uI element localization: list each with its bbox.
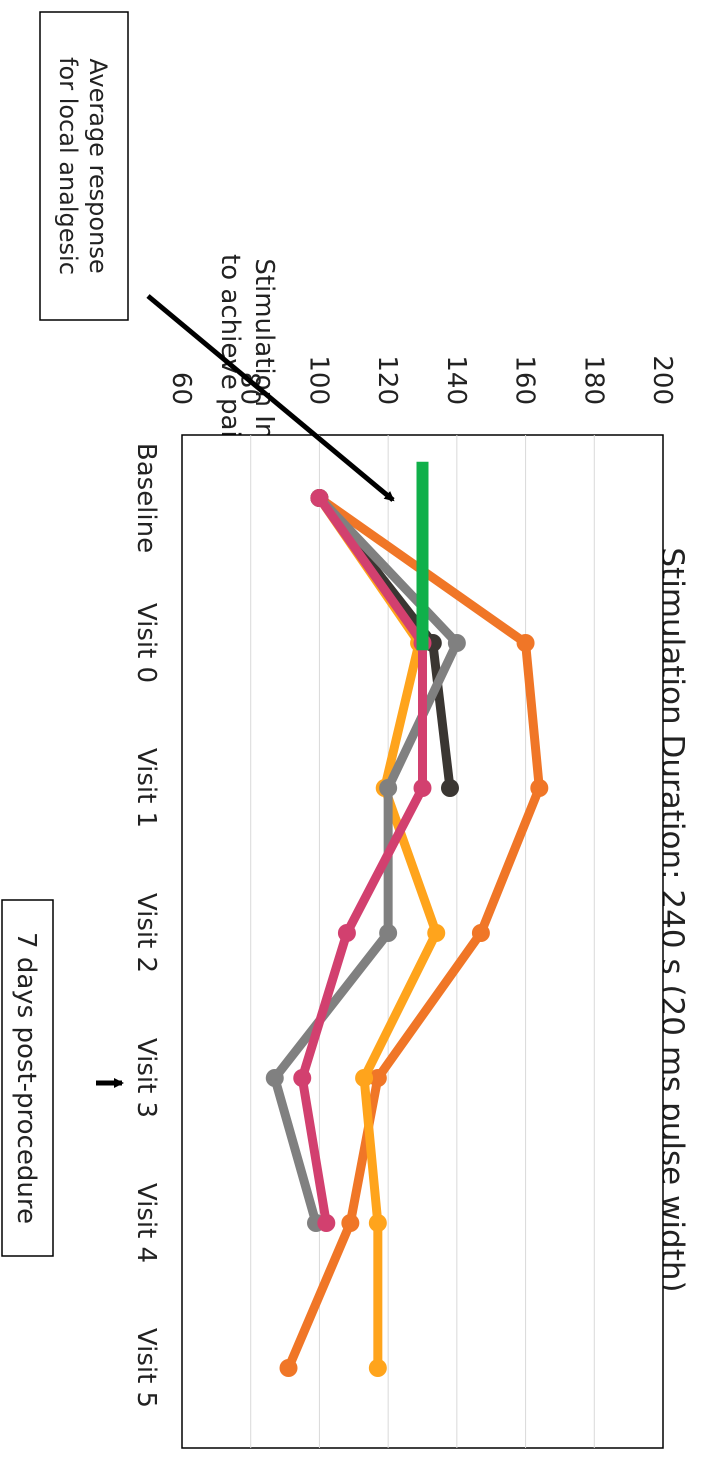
gridlines [250, 435, 595, 1448]
series-2-point [368, 1214, 387, 1232]
x-tick-label: Visit 0 [131, 603, 161, 683]
x-tick-label: Visit 1 [131, 748, 161, 828]
y-tick-label: 180 [578, 355, 608, 405]
series-5-point [413, 779, 432, 797]
y-tick-label: 100 [303, 355, 333, 405]
series-2-point [368, 1359, 387, 1377]
x-tick-label: Baseline [131, 443, 161, 553]
analgesic-annotation-arrow [146, 294, 395, 502]
plot-area [181, 434, 664, 1449]
y-tick-label: 160 [510, 355, 540, 405]
series-5-point [317, 1214, 336, 1232]
y-tick-label: 120 [372, 355, 402, 405]
series-5-point [337, 924, 356, 942]
series-1-point [530, 779, 549, 797]
series-line-5 [297, 493, 427, 1228]
analgesic-annotation-line-1: Average response [84, 58, 112, 273]
series-2-point [355, 1069, 374, 1087]
series-3-point [440, 779, 459, 797]
series-4-point [447, 634, 466, 652]
analgesic-annotation-line-2: for local analgesic [54, 57, 82, 275]
series-4-point [265, 1069, 284, 1087]
y-tick-label: 60 [166, 372, 196, 405]
x-tick-label: Visit 4 [131, 1183, 161, 1263]
post-procedure-annotation-box [1, 899, 54, 1257]
y-tick-label: 140 [441, 355, 471, 405]
y-tick-label: 200 [647, 355, 677, 405]
analgesic-annotation-box [39, 11, 129, 321]
series-1-point [516, 634, 535, 652]
series-5-point [293, 1069, 312, 1087]
x-tick-label: Visit 2 [131, 893, 161, 973]
series-5-point [310, 489, 329, 507]
series-layer [265, 489, 549, 1377]
series-1-point [471, 924, 490, 942]
series-2-point [427, 924, 446, 942]
x-tick-label: Visit 5 [131, 1328, 161, 1408]
series-1-point [341, 1214, 360, 1232]
series-1-point [279, 1359, 298, 1377]
series-4-point [379, 924, 398, 942]
series-1-point [368, 1069, 387, 1087]
series-4-point [379, 779, 398, 797]
y-tick-labels: 60 80 100 120 140 160 180 200 [166, 355, 677, 405]
x-tick-labels: Baseline Visit 0 Visit 1 Visit 2 Visit 3 Visi… [131, 443, 161, 1408]
post-procedure-annotation-label: 7 days post-procedure [11, 932, 41, 1224]
x-tick-label: Visit 3 [131, 1038, 161, 1118]
